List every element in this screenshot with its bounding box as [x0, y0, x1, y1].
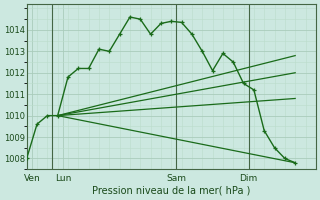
X-axis label: Pression niveau de la mer( hPa ): Pression niveau de la mer( hPa ) [92, 186, 251, 196]
